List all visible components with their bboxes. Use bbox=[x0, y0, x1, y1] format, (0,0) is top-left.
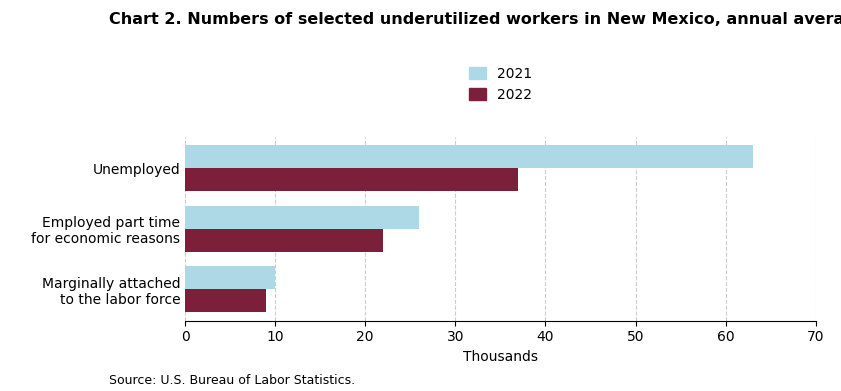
Text: Chart 2. Numbers of selected underutilized workers in New Mexico, annual average: Chart 2. Numbers of selected underutiliz… bbox=[109, 12, 841, 27]
Bar bbox=[185, 168, 518, 191]
Bar bbox=[185, 266, 275, 289]
Text: Source: U.S. Bureau of Labor Statistics.: Source: U.S. Bureau of Labor Statistics. bbox=[109, 374, 356, 387]
Bar bbox=[185, 289, 266, 312]
X-axis label: Thousands: Thousands bbox=[463, 350, 538, 364]
Legend: 2021, 2022: 2021, 2022 bbox=[469, 66, 532, 102]
Bar bbox=[185, 145, 753, 168]
Bar bbox=[185, 229, 383, 252]
Bar bbox=[185, 206, 420, 229]
